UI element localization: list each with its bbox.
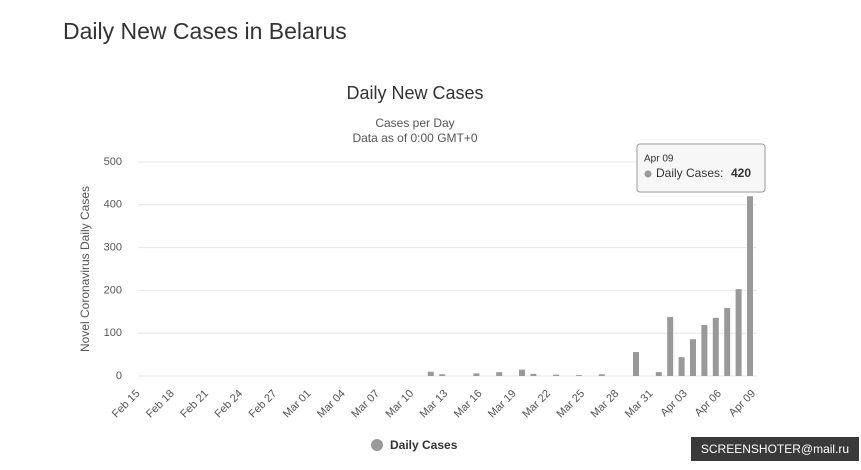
x-tick-label: Feb 18 — [144, 388, 177, 421]
x-tick-label: Feb 15 — [110, 388, 143, 421]
x-tick-label: Mar 31 — [623, 388, 656, 421]
tooltip-value: 420 — [731, 166, 751, 180]
x-tick-label: Apr 03 — [658, 388, 689, 419]
x-tick-label: Mar 13 — [418, 388, 451, 421]
y-tick-label: 200 — [104, 284, 122, 296]
bar — [633, 352, 639, 376]
x-tick-label: Mar 07 — [349, 388, 382, 421]
tooltip-box — [636, 143, 766, 193]
bar — [553, 374, 560, 376]
y-tick-label: 400 — [104, 199, 122, 211]
y-tick-label: 100 — [104, 327, 122, 339]
bar — [735, 289, 742, 376]
page-title: Daily New Cases in Belarus — [63, 18, 347, 44]
x-tick-label: Mar 22 — [520, 388, 553, 421]
x-tick-label: Mar 28 — [589, 388, 622, 421]
bar — [678, 357, 685, 376]
bar — [712, 317, 719, 376]
bar — [655, 372, 662, 376]
x-tick-label: Feb 21 — [178, 388, 211, 421]
bar — [667, 316, 674, 376]
bar — [690, 339, 696, 376]
tooltip-marker — [644, 170, 652, 178]
x-tick-label: Feb 24 — [212, 388, 245, 421]
bar — [439, 374, 446, 376]
x-tick-label: Feb 27 — [247, 388, 280, 421]
y-tick-label: 300 — [104, 242, 122, 254]
watermark: SCREENSHOTER@mail.ru — [701, 442, 849, 456]
bar — [576, 375, 582, 376]
chart-title: Daily New Cases — [346, 83, 483, 103]
tooltip-date: Apr 09 — [644, 154, 674, 165]
y-tick-label: 500 — [104, 156, 122, 168]
bar — [598, 374, 605, 376]
chart-subtitle: Cases per Day — [375, 116, 454, 130]
x-tick-label: Apr 06 — [693, 388, 724, 419]
bar — [747, 196, 753, 376]
legend-marker — [371, 439, 383, 451]
x-tick-label: Mar 10 — [383, 388, 416, 421]
x-tick-label: Mar 01 — [281, 388, 314, 421]
bar — [427, 371, 434, 376]
y-axis-title: Novel Coronavirus Daily Cases — [78, 186, 92, 352]
watermark-bg — [691, 437, 859, 461]
tooltip-label: Daily Cases: — [656, 166, 723, 180]
bar — [701, 325, 708, 376]
y-tick-label: 0 — [116, 370, 122, 382]
bar — [724, 307, 731, 376]
x-tick-label: Mar 16 — [452, 388, 485, 421]
bar — [530, 373, 537, 376]
x-tick-label: Mar 19 — [486, 388, 519, 421]
bar — [473, 373, 480, 376]
x-tick-label: Mar 04 — [315, 388, 348, 421]
chart-subtitle: Data as of 0:00 GMT+0 — [352, 131, 477, 145]
bar — [519, 369, 525, 376]
legend-label: Daily Cases — [390, 438, 458, 452]
x-tick-label: Apr 09 — [727, 388, 758, 419]
bar — [496, 372, 503, 376]
x-tick-label: Mar 25 — [554, 388, 587, 421]
